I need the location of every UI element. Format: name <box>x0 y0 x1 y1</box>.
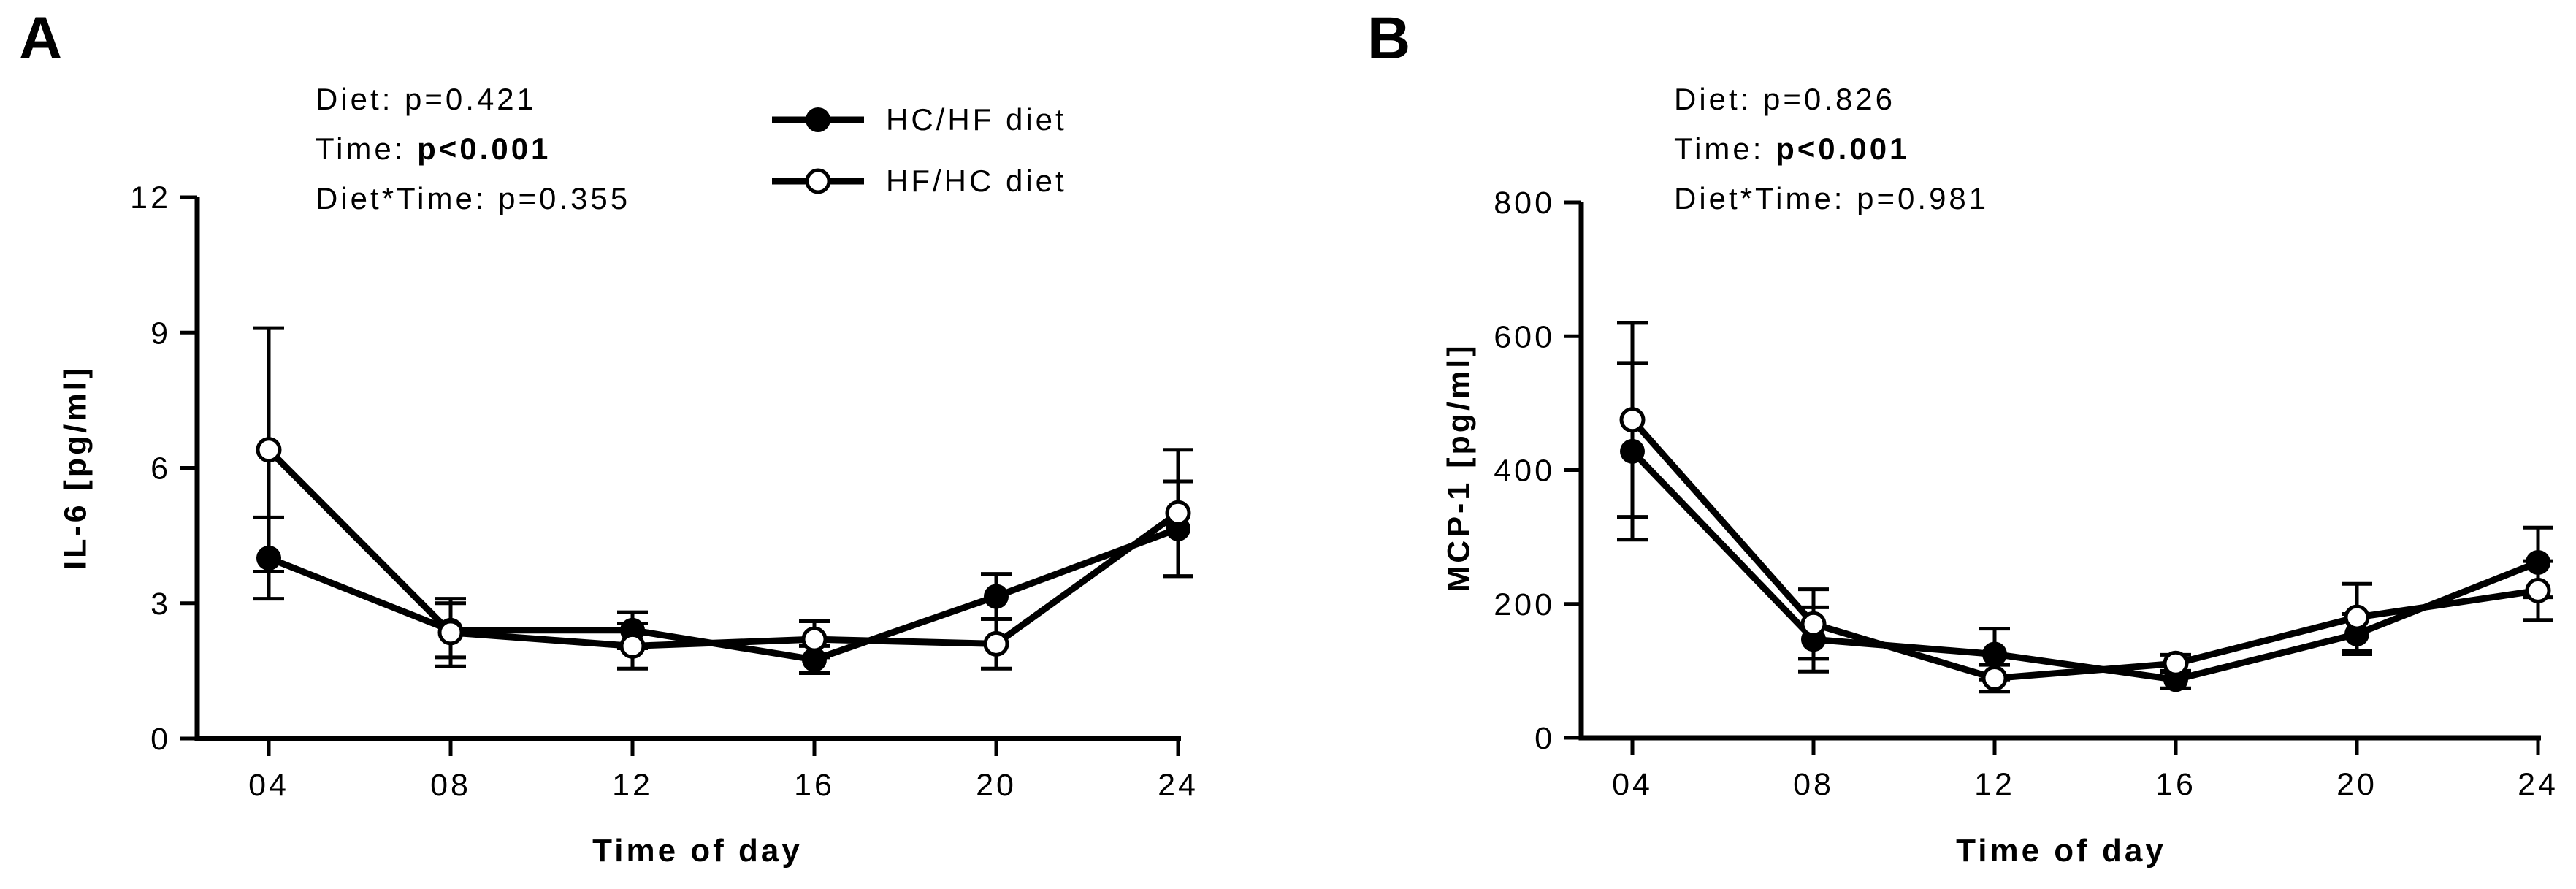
annotation-time-b: Time: p<0.001 <box>1674 131 1909 167</box>
data-point-open-circle <box>437 619 464 646</box>
y-tick-label: 6 <box>150 451 171 487</box>
panel-letter-b: B <box>1367 5 1413 72</box>
x-tick-label: 20 <box>976 768 1017 803</box>
data-point-open-circle <box>1981 665 2008 691</box>
annotation-value: p=0.421 <box>405 82 538 116</box>
annotation-prefix: Time: <box>1674 131 1776 166</box>
series-line <box>1629 449 2539 683</box>
annotation-diet-b: Diet: p=0.826 <box>1674 82 1895 117</box>
data-point-open-circle <box>801 626 828 652</box>
annotation-value: p<0.001 <box>1776 131 1910 166</box>
y-tick-label: 800 <box>1494 186 1555 221</box>
y-tick-label: 600 <box>1494 319 1555 354</box>
x-tick-label: 04 <box>1612 767 1653 802</box>
annotation-value: p<0.001 <box>417 131 551 166</box>
x-tick-label: 20 <box>2336 767 2377 802</box>
data-point-open-circle <box>1165 500 1191 526</box>
x-tick-label: 08 <box>430 768 471 803</box>
series-line <box>1629 417 2539 682</box>
data-point-open-circle <box>1800 611 1827 637</box>
annotation-prefix: Diet*Time: <box>316 181 499 215</box>
series-line <box>266 447 1180 649</box>
x-axis-title-b: Time of day <box>1956 833 2166 869</box>
y-tick-label: 0 <box>150 722 171 757</box>
annotation-prefix: Diet: <box>1674 82 1764 116</box>
x-tick-label: 08 <box>1793 767 1834 802</box>
open-circle-icon <box>772 168 864 194</box>
x-axis-title-a: Time of day <box>592 833 803 869</box>
x-tick-label: 12 <box>1974 767 2015 802</box>
x-tick-label: 16 <box>2155 767 2196 802</box>
data-point-open-circle <box>1619 407 1646 433</box>
legend: HC/HF diet HF/HC diet <box>771 94 1067 216</box>
y-axis-title-mcp1: MCP-1 [pg/ml] <box>1441 343 1477 592</box>
data-point-filled-circle <box>256 546 281 571</box>
legend-item-hchf: HC/HF diet <box>771 94 1067 146</box>
y-tick-label: 9 <box>150 316 171 351</box>
annotation-time-a: Time: p<0.001 <box>316 131 551 167</box>
data-point-open-circle <box>2163 650 2189 676</box>
y-axis-title-il6: IL-6 [pg/ml] <box>58 365 93 570</box>
data-point-filled-circle <box>1620 438 1645 464</box>
y-tick-label: 0 <box>1534 721 1555 756</box>
panel-letter-a: A <box>19 5 64 72</box>
y-tick-label: 200 <box>1494 587 1555 622</box>
data-point-open-circle <box>2344 604 2370 630</box>
legend-item-hfhc: HF/HC diet <box>771 155 1067 207</box>
annotation-prefix: Diet: <box>316 82 405 116</box>
annotation-value: p=0.981 <box>1857 181 1990 215</box>
annotation-prefix: Time: <box>316 131 418 166</box>
y-tick-label: 12 <box>130 180 171 215</box>
data-point-filled-circle <box>984 584 1009 609</box>
annotation-prefix: Diet*Time: <box>1674 181 1857 215</box>
annotation-interaction-b: Diet*Time: p=0.981 <box>1674 181 1989 216</box>
annotation-value: p=0.826 <box>1763 82 1896 116</box>
annotation-diet-a: Diet: p=0.421 <box>316 82 537 117</box>
y-tick-label: 3 <box>150 587 171 622</box>
data-point-filled-circle <box>2526 549 2550 575</box>
data-point-open-circle <box>983 630 1009 657</box>
x-tick-label: 04 <box>248 768 289 803</box>
data-point-open-circle <box>2525 577 2551 603</box>
x-tick-label: 16 <box>794 768 835 803</box>
x-tick-label: 24 <box>1158 768 1199 803</box>
x-tick-label: 12 <box>612 768 653 803</box>
data-point-filled-circle <box>1982 641 2007 667</box>
annotation-interaction-a: Diet*Time: p=0.355 <box>316 181 630 216</box>
data-point-filled-circle <box>802 646 827 672</box>
data-point-open-circle <box>619 633 646 659</box>
x-tick-label: 24 <box>2518 767 2558 802</box>
legend-label: HF/HC diet <box>886 164 1067 198</box>
y-tick-label: 400 <box>1494 454 1555 489</box>
annotation-value: p=0.355 <box>498 181 631 215</box>
filled-circle-icon <box>772 107 864 132</box>
legend-label: HC/HF diet <box>886 102 1067 137</box>
data-point-open-circle <box>256 437 282 463</box>
